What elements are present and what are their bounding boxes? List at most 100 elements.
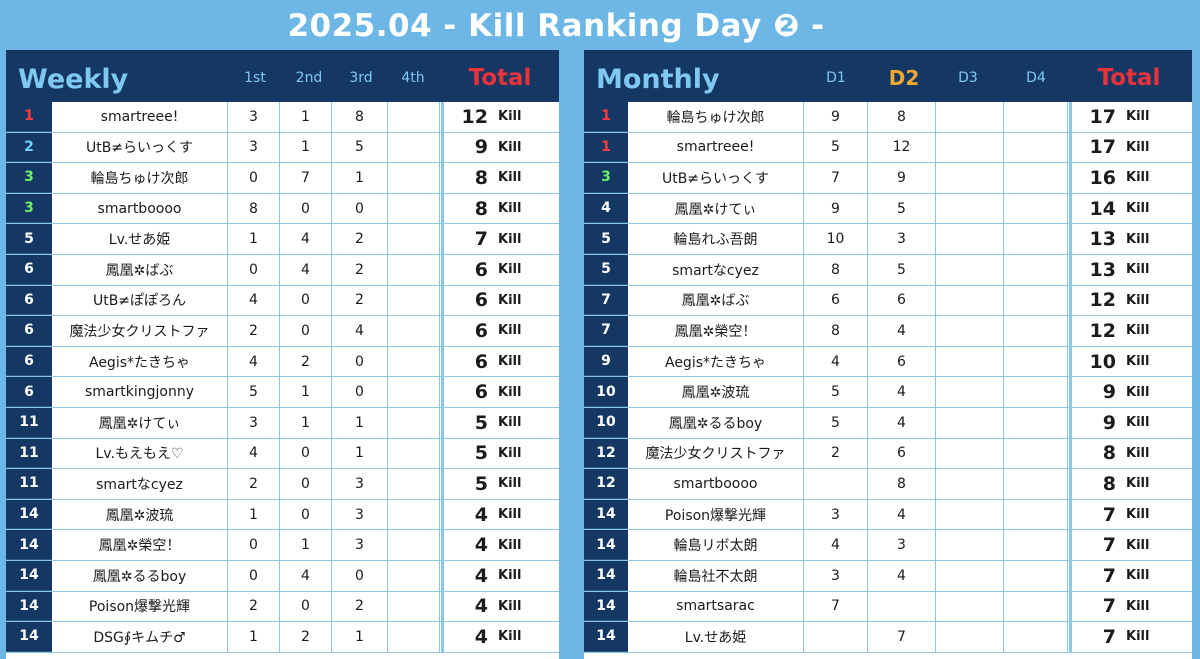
monthly-day-2-kills: 7 — [868, 622, 936, 652]
weekly-player-name: DSG∮キムチ♂ — [52, 622, 228, 652]
weekly-rank-cell: 6 — [6, 255, 52, 285]
monthly-day-3-kills — [936, 316, 1004, 346]
weekly-day-4-kills — [388, 469, 440, 499]
monthly-total-kills: 17 — [1089, 105, 1116, 128]
weekly-kill-unit: Kill — [498, 292, 522, 308]
weekly-kill-unit: Kill — [498, 507, 522, 523]
monthly-column-divider — [1068, 346, 1072, 377]
weekly-total-kills: 8 — [474, 197, 488, 220]
weekly-day-3-kills: 0 — [332, 346, 388, 377]
weekly-column-divider — [440, 285, 444, 316]
weekly-rank-cell: 6 — [6, 316, 52, 346]
weekly-player-name: 輪島ちゅけ次郎 — [52, 163, 228, 193]
monthly-day-2-kills: 9 — [868, 163, 936, 193]
weekly-day-4-kills — [388, 102, 440, 132]
monthly-player-name: 輪島ちゅけ次郎 — [628, 102, 804, 132]
monthly-kill-unit: Kill — [1126, 476, 1150, 492]
monthly-player-name: smartreee! — [628, 132, 804, 163]
monthly-col-d3: D3 — [958, 70, 978, 86]
monthly-day-1-kills: 3 — [804, 499, 868, 530]
monthly-day-2-kills — [868, 591, 936, 622]
monthly-table-row: 10 鳳凰✲るるboy 5 4 9 Kill — [584, 408, 1192, 439]
weekly-table-row: 14 DSG∮キムチ♂ 1 2 1 4 Kill — [6, 622, 559, 653]
monthly-column-divider — [1068, 377, 1072, 407]
monthly-total-kills: 13 — [1089, 228, 1116, 251]
weekly-day-2-kills: 0 — [280, 438, 332, 469]
monthly-day-4-kills — [1004, 224, 1068, 254]
monthly-table-row: 3 UtB≠らいっくす 7 9 16 Kill — [584, 163, 1192, 194]
weekly-player-name: 魔法少女クリストファ — [52, 316, 228, 346]
weekly-player-name: smartなcyez — [52, 469, 228, 499]
weekly-day-1-kills: 1 — [228, 224, 280, 254]
weekly-day-2-kills: 1 — [280, 530, 332, 560]
weekly-total-kills: 5 — [474, 442, 488, 465]
weekly-kill-unit: Kill — [498, 323, 522, 339]
weekly-column-divider — [440, 408, 444, 438]
monthly-column-divider — [1068, 591, 1072, 622]
weekly-rank-cell: 1 — [6, 102, 52, 132]
weekly-day-1-kills: 4 — [228, 346, 280, 377]
weekly-day-2-kills: 4 — [280, 255, 332, 285]
weekly-rank-cell: 5 — [6, 224, 52, 254]
weekly-day-2-kills: 0 — [280, 193, 332, 224]
monthly-rank-cell: 12 — [584, 438, 628, 469]
weekly-day-3-kills: 4 — [332, 316, 388, 346]
monthly-total-kills: 10 — [1089, 350, 1116, 373]
monthly-day-1-kills: 7 — [804, 163, 868, 193]
weekly-table-row: 2 UtB≠らいっくす 3 1 5 9 Kill — [6, 132, 559, 164]
monthly-rank-cell: 4 — [584, 193, 628, 224]
monthly-rank-cell: 14 — [584, 530, 628, 560]
monthly-player-name: 鳳凰✲榮空！ — [628, 316, 804, 346]
monthly-day-2-kills: 4 — [868, 561, 936, 591]
monthly-day-4-kills — [1004, 561, 1068, 591]
monthly-rank-cell: 12 — [584, 469, 628, 499]
monthly-table-row: 14 輪島リボ太朗 4 3 7 Kill — [584, 530, 1192, 561]
monthly-table-row: 12 魔法少女クリストファ 2 6 8 Kill — [584, 438, 1192, 470]
weekly-column-divider — [440, 438, 444, 469]
weekly-rank-cell: 2 — [6, 132, 52, 163]
weekly-table-row: 5 Lv.せあ姫 1 4 2 7 Kill — [6, 224, 559, 255]
weekly-day-2-kills: 0 — [280, 591, 332, 622]
weekly-day-4-kills — [388, 438, 440, 469]
monthly-total-kills: 7 — [1102, 503, 1116, 526]
weekly-total-kills: 4 — [474, 595, 488, 618]
weekly-total-kills: 8 — [474, 166, 488, 189]
monthly-header: Monthly D1 D2 D3 D4 Total — [584, 50, 1192, 102]
monthly-kill-unit: Kill — [1126, 629, 1150, 645]
monthly-total-kills: 8 — [1102, 472, 1116, 495]
weekly-day-2-kills: 1 — [280, 132, 332, 163]
monthly-total-kills: 7 — [1102, 595, 1116, 618]
monthly-column-divider — [1068, 163, 1072, 193]
monthly-kill-unit: Kill — [1126, 537, 1150, 553]
monthly-table-row: 14 輪島社不太朗 3 4 7 Kill — [584, 561, 1192, 592]
weekly-rank-cell: 14 — [6, 499, 52, 530]
monthly-column-divider — [1068, 561, 1072, 591]
monthly-day-3-kills — [936, 377, 1004, 407]
weekly-col-2nd: 2nd — [295, 70, 323, 86]
weekly-rank-cell: 3 — [6, 193, 52, 224]
monthly-day-2-kills: 12 — [868, 132, 936, 163]
monthly-kill-unit: Kill — [1126, 201, 1150, 217]
monthly-day-1-kills: 2 — [804, 438, 868, 469]
weekly-rank-cell: 11 — [6, 469, 52, 499]
monthly-day-4-kills — [1004, 408, 1068, 438]
monthly-rank-cell: 14 — [584, 591, 628, 622]
weekly-day-1-kills: 5 — [228, 377, 280, 407]
monthly-day-4-kills — [1004, 622, 1068, 652]
monthly-total-kills: 16 — [1089, 166, 1116, 189]
monthly-kill-unit: Kill — [1126, 323, 1150, 339]
weekly-kill-unit: Kill — [498, 568, 522, 584]
weekly-day-4-kills — [388, 193, 440, 224]
monthly-day-4-kills — [1004, 316, 1068, 346]
weekly-day-1-kills: 4 — [228, 285, 280, 316]
monthly-day-4-kills — [1004, 591, 1068, 622]
weekly-player-name: smartreee! — [52, 102, 228, 132]
monthly-day-4-kills — [1004, 469, 1068, 499]
monthly-day-3-kills — [936, 346, 1004, 377]
monthly-kill-unit: Kill — [1126, 415, 1150, 431]
weekly-column-divider — [440, 102, 444, 132]
weekly-kill-unit: Kill — [498, 598, 522, 614]
monthly-day-3-kills — [936, 224, 1004, 254]
weekly-rank-cell: 14 — [6, 591, 52, 622]
weekly-day-3-kills: 0 — [332, 193, 388, 224]
